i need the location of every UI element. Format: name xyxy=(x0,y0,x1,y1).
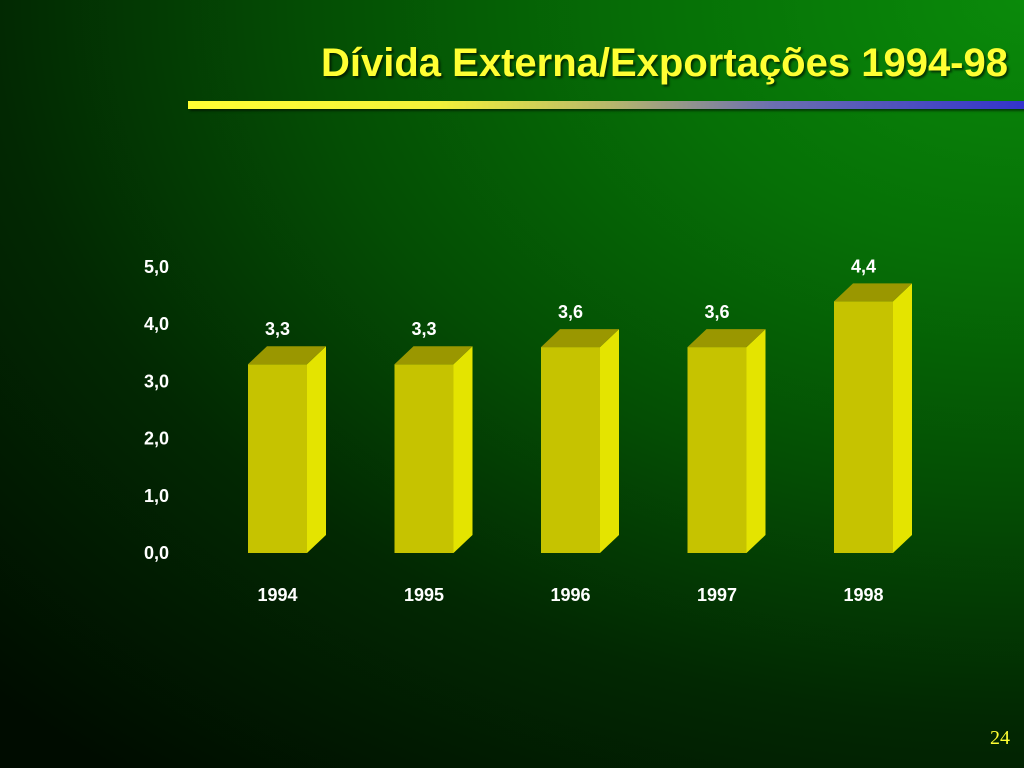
bar-1996: 3,6 xyxy=(541,302,619,553)
x-tick-label: 1995 xyxy=(404,585,444,605)
bars: 3,3 3,3 3,6 3,6 4,4 xyxy=(248,256,912,553)
y-tick-label: 1,0 xyxy=(144,486,169,506)
bar-top xyxy=(687,329,766,348)
bar-1994: 3,3 xyxy=(248,319,326,553)
data-label: 3,3 xyxy=(411,319,436,339)
y-tick-label: 0,0 xyxy=(144,543,169,563)
data-label: 3,6 xyxy=(558,302,583,322)
y-tick-label: 3,0 xyxy=(144,371,169,391)
bar-1997: 3,6 xyxy=(687,302,766,553)
bar-front xyxy=(248,364,307,553)
x-tick-label: 1998 xyxy=(843,585,883,605)
bar-1995: 3,3 xyxy=(394,319,473,553)
x-axis: 1994 1995 1996 1997 1998 xyxy=(257,585,883,605)
x-tick-label: 1996 xyxy=(550,585,590,605)
bar-front xyxy=(394,364,454,553)
data-label: 3,6 xyxy=(704,302,729,322)
bar-side xyxy=(746,329,766,553)
bar-1998: 4,4 xyxy=(834,256,912,553)
bar-front xyxy=(687,347,747,553)
x-tick-label: 1997 xyxy=(697,585,737,605)
data-label: 4,4 xyxy=(851,256,876,276)
bar-side xyxy=(600,329,619,553)
bar-top xyxy=(834,283,912,302)
bar-side xyxy=(453,346,473,553)
bar-front xyxy=(834,301,893,553)
x-tick-label: 1994 xyxy=(257,585,297,605)
slide-title: Dívida Externa/Exportações 1994-98 xyxy=(320,41,1008,85)
bar-front xyxy=(541,347,600,553)
page-number: 24 xyxy=(990,727,1010,749)
bar-side xyxy=(307,346,326,553)
title-underline xyxy=(188,101,1024,109)
data-label: 3,3 xyxy=(265,319,290,339)
y-axis: 0,0 1,0 2,0 3,0 4,0 5,0 xyxy=(144,257,169,563)
y-tick-label: 4,0 xyxy=(144,314,169,334)
bar-top xyxy=(248,346,326,365)
bar-side xyxy=(893,283,912,553)
y-tick-label: 2,0 xyxy=(144,429,169,449)
y-tick-label: 5,0 xyxy=(144,257,169,277)
bar-top xyxy=(541,329,619,348)
bar-top xyxy=(394,346,473,365)
